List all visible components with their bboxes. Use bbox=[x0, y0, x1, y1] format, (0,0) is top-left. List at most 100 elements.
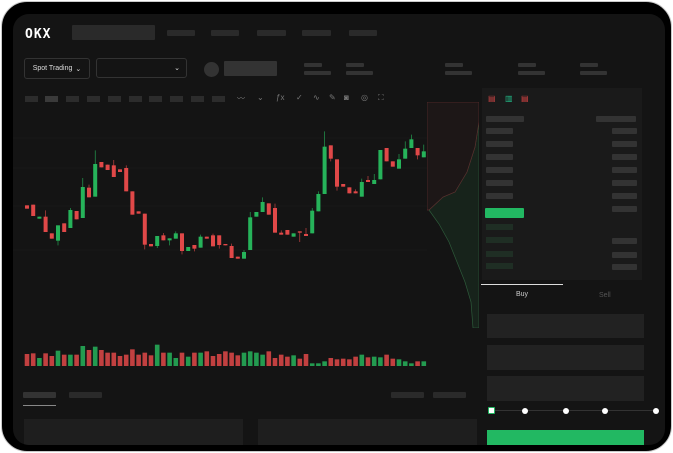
timeframe-button[interactable] bbox=[212, 96, 225, 102]
bid-amount bbox=[612, 238, 637, 244]
bottom-tab-active[interactable] bbox=[23, 392, 56, 398]
check-icon[interactable]: ✓ bbox=[296, 93, 303, 102]
sell-tab[interactable]: Sell bbox=[599, 292, 611, 299]
candle-down bbox=[328, 145, 333, 159]
timeframe-button[interactable] bbox=[108, 96, 121, 102]
ask-price[interactable] bbox=[486, 193, 513, 199]
amount-input[interactable] bbox=[487, 345, 644, 370]
candle-down bbox=[223, 244, 228, 246]
bottom-tab[interactable] bbox=[69, 392, 102, 398]
slider-stop-50[interactable] bbox=[563, 408, 569, 414]
search-placeholder[interactable] bbox=[72, 25, 155, 40]
ask-price[interactable] bbox=[486, 154, 513, 160]
candle-up bbox=[254, 212, 259, 217]
candle-down bbox=[217, 235, 222, 245]
bottom-action[interactable] bbox=[391, 392, 424, 398]
slider-track[interactable] bbox=[491, 410, 657, 411]
candles-icon[interactable]: ⌄ bbox=[257, 93, 264, 102]
timeframe-button[interactable] bbox=[25, 96, 38, 102]
bids-icon[interactable]: ▥ bbox=[505, 94, 513, 103]
volume-bar bbox=[192, 352, 197, 366]
ask-price[interactable] bbox=[486, 180, 513, 186]
candle-up bbox=[378, 150, 383, 180]
ask-amount bbox=[612, 193, 637, 199]
ask-price[interactable] bbox=[486, 141, 513, 147]
nav-item[interactable] bbox=[349, 30, 377, 36]
candle-up bbox=[198, 236, 203, 248]
volume-bar bbox=[260, 354, 265, 366]
buy-tab[interactable]: Buy bbox=[516, 291, 529, 298]
candle-down bbox=[111, 165, 116, 177]
fullscreen-icon[interactable]: ⛶ bbox=[378, 93, 384, 102]
volume-bar bbox=[247, 351, 253, 366]
candle-down bbox=[211, 235, 215, 247]
candle-down bbox=[297, 231, 302, 233]
both-sides-icon[interactable]: ▤ bbox=[488, 94, 496, 103]
bid-price[interactable] bbox=[486, 251, 513, 257]
app-screen: OKX Spot Trading ⌄ ⌄ 〰 ⌄ ƒx ✓ ∿ ✎ ◙ ◎ ⛶ ▤… bbox=[13, 14, 665, 445]
volume-bar bbox=[148, 355, 154, 366]
timeframe-button[interactable] bbox=[66, 96, 79, 102]
timeframe-button[interactable] bbox=[149, 96, 162, 102]
bid-price[interactable] bbox=[486, 224, 513, 230]
market-select[interactable]: Spot Trading ⌄ bbox=[24, 58, 90, 79]
slider-stop-100[interactable] bbox=[653, 408, 659, 414]
volume-bar bbox=[309, 363, 315, 366]
target-icon[interactable]: ◎ bbox=[361, 93, 368, 102]
candlestick-chart[interactable] bbox=[13, 14, 665, 445]
stat-value bbox=[346, 71, 373, 75]
camera-icon[interactable]: ◙ bbox=[344, 93, 349, 102]
slider-handle[interactable] bbox=[488, 407, 495, 414]
pair-select[interactable]: ⌄ bbox=[96, 58, 187, 78]
timeframe-button[interactable] bbox=[87, 96, 100, 102]
nav-item[interactable] bbox=[302, 30, 331, 36]
volume-bar bbox=[92, 346, 98, 366]
line-icon[interactable]: 〰 bbox=[237, 94, 245, 103]
okx-logo[interactable]: OKX bbox=[25, 27, 52, 42]
fx-icon[interactable]: ƒx bbox=[276, 93, 285, 102]
bid-price[interactable] bbox=[486, 263, 513, 269]
ask-amount bbox=[612, 180, 637, 186]
trend-icon[interactable]: ∿ bbox=[313, 93, 320, 102]
timeframe-button[interactable] bbox=[129, 96, 142, 102]
ask-price[interactable] bbox=[486, 167, 513, 173]
asks-icon[interactable]: ▤ bbox=[521, 94, 529, 103]
slider-stop-75[interactable] bbox=[602, 408, 608, 414]
ask-depth bbox=[427, 102, 479, 211]
candle-down bbox=[204, 236, 209, 239]
timeframe-button[interactable] bbox=[191, 96, 204, 102]
timeframe-button[interactable] bbox=[170, 96, 183, 102]
volume-bar bbox=[347, 359, 352, 366]
timeframe-button-active[interactable] bbox=[45, 96, 58, 102]
ask-price[interactable] bbox=[486, 128, 513, 134]
bottom-action[interactable] bbox=[433, 392, 466, 398]
candle-down bbox=[235, 256, 240, 259]
volume-bar bbox=[136, 354, 141, 366]
volume-bar bbox=[142, 352, 148, 366]
coin-icon bbox=[204, 62, 219, 77]
nav-item[interactable] bbox=[257, 30, 286, 36]
bid-price[interactable] bbox=[486, 237, 513, 243]
volume-bar bbox=[105, 352, 110, 366]
volume-bar bbox=[285, 356, 290, 366]
buy-button[interactable] bbox=[487, 430, 644, 445]
nav-item[interactable] bbox=[211, 30, 239, 36]
slider-stop-25[interactable] bbox=[522, 408, 528, 414]
ob-header-amount bbox=[596, 116, 636, 122]
total-input[interactable] bbox=[487, 376, 644, 401]
bid-amount bbox=[612, 252, 637, 258]
nav-item[interactable] bbox=[167, 30, 195, 36]
pencil-icon[interactable]: ✎ bbox=[329, 93, 336, 102]
volume-bar bbox=[49, 356, 55, 366]
volume-bar bbox=[210, 356, 216, 366]
volume-bar bbox=[340, 358, 346, 366]
buy-tab-underline bbox=[481, 284, 563, 285]
last-price bbox=[485, 208, 524, 218]
volume-bar bbox=[334, 359, 340, 366]
volume-bar bbox=[409, 363, 414, 366]
volume-bar bbox=[24, 354, 30, 366]
price-input[interactable] bbox=[487, 314, 644, 338]
volume-bar bbox=[86, 350, 92, 366]
candle-down bbox=[49, 233, 54, 239]
volume-bar bbox=[216, 354, 222, 366]
